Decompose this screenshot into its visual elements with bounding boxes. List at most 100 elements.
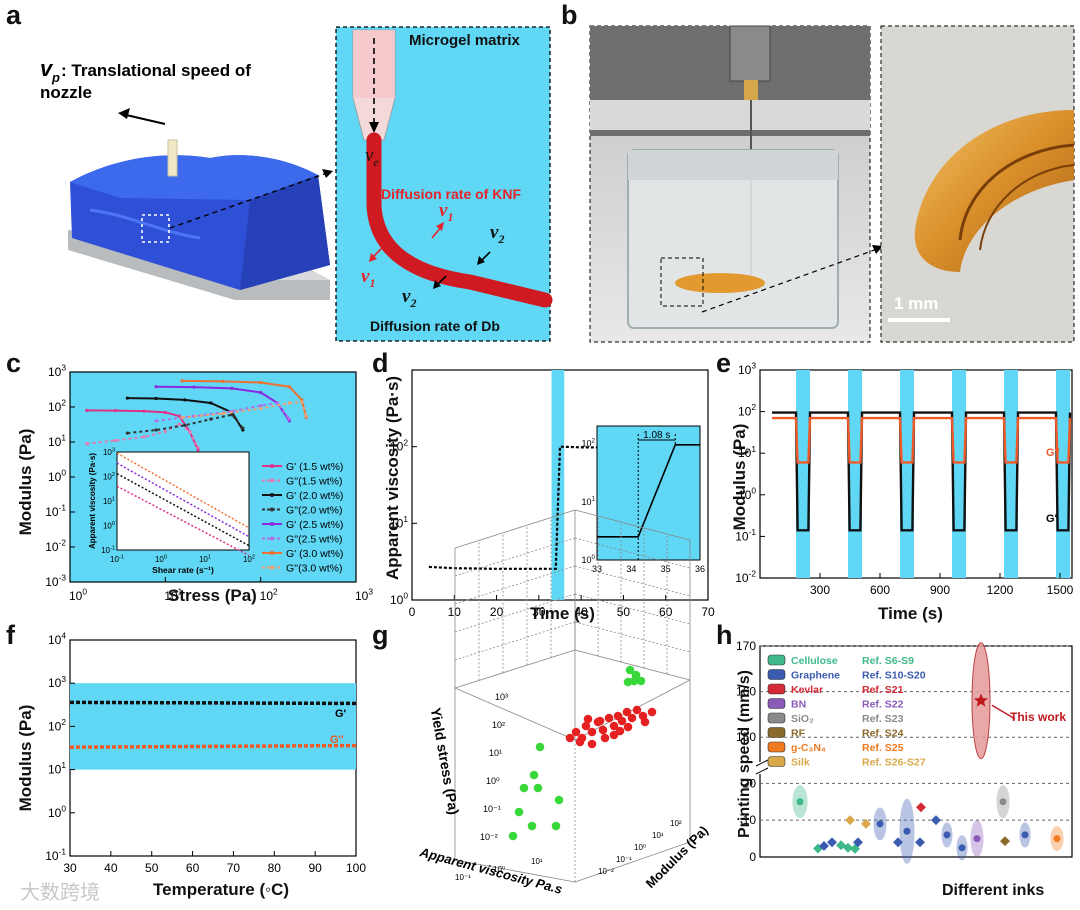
g-point-red — [587, 727, 597, 737]
f-xtick-label: 40 — [104, 861, 118, 875]
e-ytick-label: 101 — [738, 444, 756, 460]
d-xtick-label: 30 — [532, 605, 546, 619]
g-point-green — [527, 821, 537, 831]
g-grid — [454, 565, 576, 605]
h-ytick-label: 10 — [743, 813, 757, 827]
e-g2-label: G'' — [1046, 447, 1060, 459]
panel-letter-d: d — [372, 348, 389, 378]
h-legend-ref: Ref. S6-S9 — [862, 655, 914, 667]
c-point — [113, 438, 118, 443]
e-series-0 — [772, 411, 1072, 532]
e-band — [1056, 370, 1070, 578]
e-xtick-label: 300 — [810, 583, 830, 597]
g-point-red — [647, 707, 657, 717]
g-plot — [454, 509, 691, 883]
g-xtick: 10⁰ — [493, 865, 505, 874]
g-grid — [454, 593, 576, 633]
c-legend-entry: G''(2.0 wt%) — [286, 505, 343, 517]
h-legend-ref: Ref. S25 — [862, 742, 904, 754]
c-legend-entry: G''(2.5 wt%) — [286, 534, 343, 546]
h-legend-swatch — [767, 698, 786, 709]
c-ylabel: Modulus (Pa) — [16, 428, 35, 536]
f-ytick-label: 100 — [48, 803, 66, 819]
g-point-red — [632, 705, 642, 715]
h-thiswork-star — [973, 693, 989, 707]
g-ztick: 10¹ — [652, 831, 664, 840]
e-xtick-label: 600 — [870, 583, 890, 597]
c-inset-xtick: 10-1 — [110, 554, 124, 564]
g-point-red — [615, 726, 625, 736]
c-inset-ytick: 103 — [103, 447, 115, 457]
d-xtick-label: 50 — [617, 605, 631, 619]
c-point — [85, 408, 89, 412]
g-point-green — [519, 783, 529, 793]
e-g1-label: G' — [1046, 513, 1058, 525]
c-point — [196, 448, 200, 452]
d-inset-ytick: 100 — [581, 554, 595, 565]
g-ytick: 10⁻¹ — [483, 804, 501, 814]
g-point-green — [508, 831, 518, 841]
d-ytick-label: 102 — [390, 437, 408, 453]
g-ytick: 10⁻² — [480, 832, 498, 842]
c-point — [300, 400, 304, 404]
v1-label-upper: v1 — [439, 200, 454, 224]
watermark: 大数跨境 — [20, 880, 100, 904]
c-legend-entry: G''(3.0 wt%) — [286, 563, 343, 575]
d-inset-xtick: 36 — [695, 564, 705, 574]
c-legend-marker — [270, 464, 274, 468]
g-point-red — [583, 714, 593, 724]
c-inset-ytick: 101 — [103, 496, 115, 506]
g-grid — [454, 649, 576, 689]
h-point — [843, 842, 853, 853]
c-ytick-label: 100 — [48, 468, 66, 484]
d-inset-annotation: 1.08 s — [643, 430, 670, 441]
panel-letter-b: b — [561, 0, 578, 30]
c-inset-xtick: 100 — [155, 554, 167, 564]
g-point-red — [581, 721, 591, 731]
c-inset-xtick: 101 — [199, 554, 211, 564]
c-xtick-label: 102 — [260, 587, 278, 603]
h-axis-break — [756, 762, 768, 774]
c-series-2 — [127, 397, 244, 431]
panel-letter-a: a — [6, 0, 22, 30]
g-grid — [574, 509, 691, 541]
panel-letter-f: f — [6, 620, 15, 650]
e-ytick-label: 103 — [738, 361, 756, 377]
e-band — [848, 370, 862, 578]
h-legend-name: SiO₂ — [791, 713, 814, 725]
c-point — [163, 429, 167, 434]
c-point — [154, 428, 158, 432]
g-ytick: 10⁰ — [486, 776, 500, 786]
f-g1-label: G' — [335, 708, 347, 720]
db-diffusion-label: Diffusion rate of Db — [370, 318, 500, 334]
f-xtick-label: 100 — [346, 861, 366, 875]
d-xtick-label: 0 — [409, 605, 416, 619]
c-legend-marker — [270, 507, 274, 512]
h-legend-name: Cellulose — [791, 655, 838, 667]
h-point — [916, 802, 926, 813]
c-legend-marker — [270, 478, 274, 483]
microgel-matrix-label: Microgel matrix — [409, 32, 520, 49]
g-point-red — [587, 739, 597, 749]
c-point — [259, 407, 263, 411]
c-point — [287, 401, 291, 405]
h-break-mark — [755, 759, 769, 767]
e-plot-area — [759, 369, 1073, 579]
g-point-green — [535, 742, 545, 752]
g-point-red — [617, 716, 627, 726]
h-ytick-label: 0 — [749, 850, 756, 864]
e-ytick-label: 102 — [738, 402, 756, 418]
f-ytick-label: 103 — [48, 674, 66, 690]
c-point — [221, 379, 225, 383]
c-inset — [116, 451, 250, 551]
h-point — [819, 841, 829, 851]
h-legend-swatch — [767, 741, 786, 753]
f-ytick-label: 101 — [48, 760, 66, 776]
h-ylabel: Printing speed (mm/s) — [736, 669, 753, 839]
g-grid — [574, 649, 691, 681]
f-band — [70, 683, 356, 770]
h-legend-ref: Ref. S22 — [862, 699, 904, 711]
c-point — [209, 417, 213, 421]
g-ytick: 10¹ — [489, 748, 502, 758]
c-point — [259, 403, 263, 408]
